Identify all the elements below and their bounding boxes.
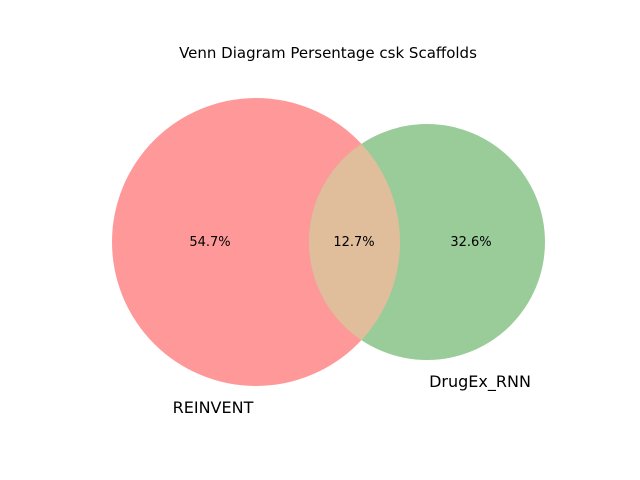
intersection-region [309, 124, 400, 360]
chart-title: Venn Diagram Persentage csk Scaffolds [179, 44, 477, 62]
left-only-percentage: 54.7% [189, 235, 230, 250]
right-only-percentage: 32.6% [450, 235, 491, 250]
set-label-drugex-rnn: DrugEx_RNN [429, 372, 531, 392]
set-circle-reinvent [112, 98, 400, 386]
set-label-reinvent: REINVENT [173, 398, 254, 417]
intersection-percentage: 12.7% [333, 235, 374, 250]
